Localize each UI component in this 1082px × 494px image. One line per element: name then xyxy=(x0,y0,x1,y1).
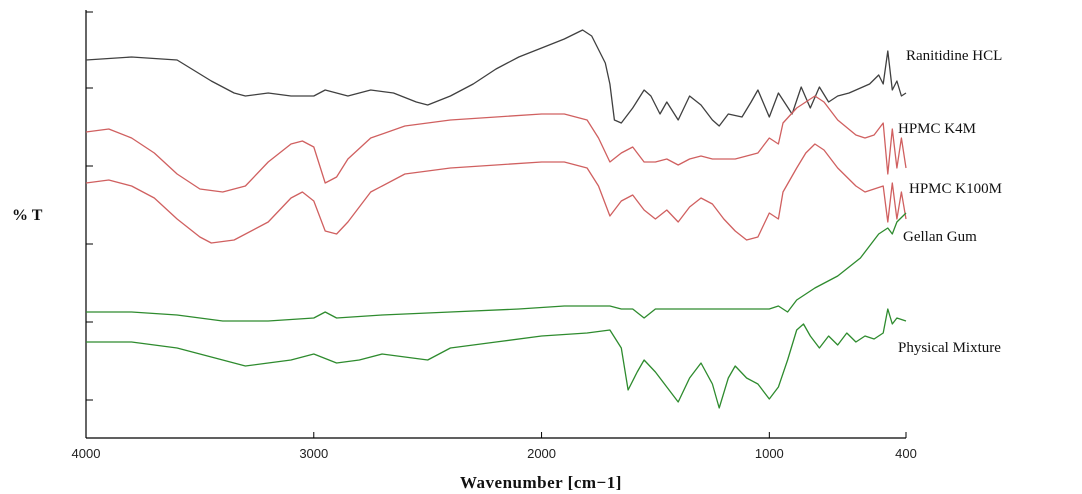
axes: 4000 3000 2000 1000 400 xyxy=(72,10,917,461)
series-label: Gellan Gum xyxy=(903,229,977,245)
spectra-traces xyxy=(85,29,907,409)
y-axis-title: % T xyxy=(12,207,43,224)
series-label: Ranitidine HCL xyxy=(906,48,1002,64)
x-tick-label: 400 xyxy=(895,446,917,461)
series-line-ranitidine-hcl xyxy=(85,29,907,127)
x-tick-label: 3000 xyxy=(299,446,328,461)
series-line-gellan-gum xyxy=(86,212,907,322)
series-line-hpmc-k4m xyxy=(85,95,907,193)
x-tick-label: 4000 xyxy=(72,446,101,461)
series-label: HPMC K100M xyxy=(909,181,1002,197)
series-label: HPMC K4M xyxy=(898,121,976,137)
series-line-hpmc-k100m xyxy=(85,143,907,244)
x-tick-label: 1000 xyxy=(755,446,784,461)
series-label: Physical Mixture xyxy=(898,340,1001,356)
x-tick-label: 2000 xyxy=(527,446,556,461)
series-labels: Ranitidine HCL HPMC K4M HPMC K100M Gellan G… xyxy=(898,48,1002,356)
series-line-physical-mixture xyxy=(86,308,907,409)
x-axis-title: Wavenumber [cm−1] xyxy=(460,473,622,492)
